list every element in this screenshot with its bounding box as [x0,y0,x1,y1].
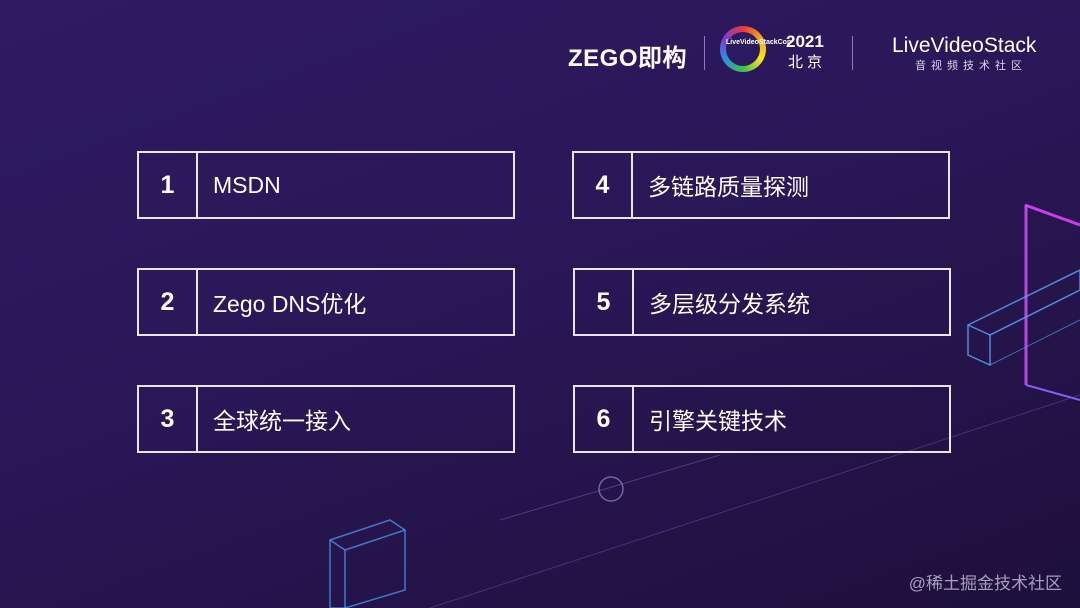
item-label: 全球统一接入 [213,408,351,434]
event-badge-logo: LiveVideoStackCon [720,26,791,72]
divider [704,36,705,70]
item-label: 多链路质量探测 [648,174,809,200]
community-logo: LiveVideoStack [892,34,1037,57]
agenda-item-1: 1 MSDN [137,151,515,219]
item-label: 多层级分发系统 [649,291,810,317]
event-badge-text: LiveVideoStackCon [726,32,791,66]
community-subtitle: 音视频技术社区 [915,60,1027,72]
event-year: 2021 [786,32,824,51]
agenda-item-6: 6 引擎关键技术 [573,385,951,453]
agenda-item-5: 5 多层级分发系统 [573,268,951,336]
item-number: 4 [574,153,633,217]
watermark: @稀土掘金技术社区 [908,574,1062,593]
item-number: 1 [139,153,198,217]
header: ZEGO即构 LiveVideoStackCon 2021 北京 LiveVid… [0,26,1080,78]
divider [852,36,853,70]
item-label: Zego DNS优化 [213,291,367,317]
agenda-item-4: 4 多链路质量探测 [572,151,950,219]
item-number: 6 [575,387,634,451]
event-city: 北京 [788,54,827,71]
item-number: 2 [139,270,198,334]
item-label: 引擎关键技术 [649,408,787,434]
zego-logo: ZEGO即构 [568,45,688,72]
agenda-item-3: 3 全球统一接入 [137,385,515,453]
item-number: 3 [139,387,198,451]
agenda-item-2: 2 Zego DNS优化 [137,268,515,336]
item-number: 5 [575,270,634,334]
item-label: MSDN [213,171,281,198]
